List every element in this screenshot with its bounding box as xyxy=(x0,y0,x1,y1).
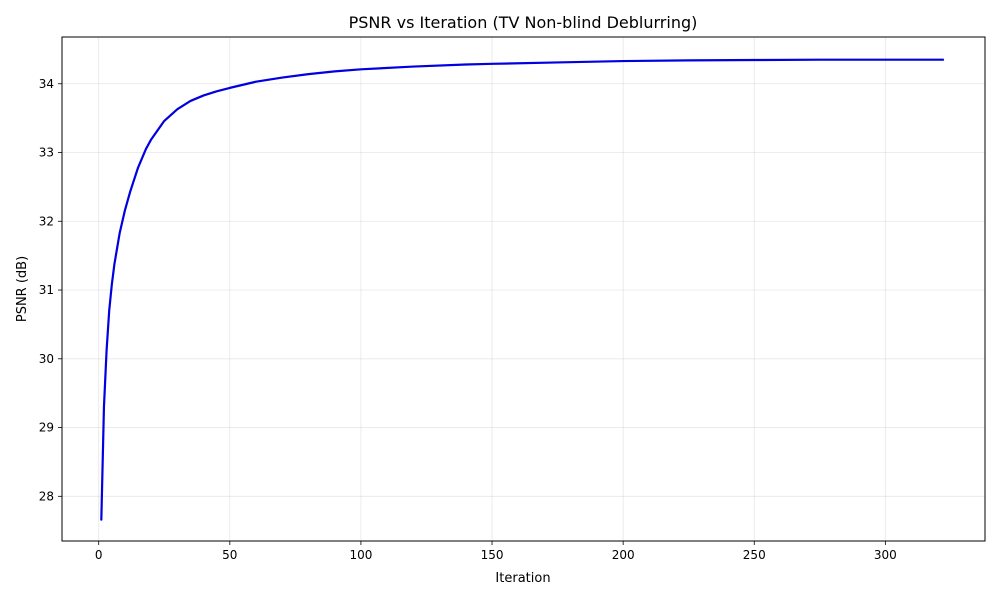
x-tick-label: 50 xyxy=(222,548,237,562)
x-tick-label: 250 xyxy=(743,548,766,562)
x-tick-label: 0 xyxy=(95,548,103,562)
x-axis-label: Iteration xyxy=(495,571,550,586)
y-tick-label: 30 xyxy=(39,352,54,366)
plot-frame xyxy=(61,36,986,542)
chart-title: PSNR vs Iteration (TV Non-blind Deblurri… xyxy=(349,13,698,32)
y-axis-label: PSNR (dB) xyxy=(15,256,30,322)
x-tick-label: 150 xyxy=(481,548,504,562)
y-tick-label: 29 xyxy=(39,421,54,435)
x-tick-label: 100 xyxy=(349,548,372,562)
y-tick-label: 31 xyxy=(39,283,54,297)
series-layer xyxy=(100,58,945,521)
psnr-series-line xyxy=(100,58,945,521)
x-axis: 0 50 100 150 200 250 300 xyxy=(95,541,897,562)
y-axis: 28 29 30 31 32 33 34 xyxy=(39,77,62,503)
x-tick-label: 200 xyxy=(612,548,635,562)
y-tick-label: 28 xyxy=(39,489,54,503)
y-tick-label: 34 xyxy=(39,77,54,91)
x-tick-label: 300 xyxy=(874,548,897,562)
grid xyxy=(62,37,985,541)
y-tick-label: 33 xyxy=(39,146,54,160)
y-tick-label: 32 xyxy=(39,214,54,228)
